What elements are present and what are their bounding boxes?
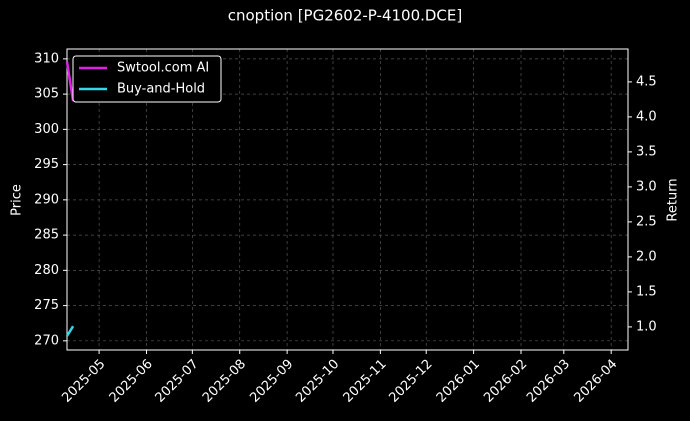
y2-tick-label: 2.5 (636, 214, 657, 229)
series-line (65, 61, 75, 102)
y-tick-label: 295 (34, 157, 59, 172)
legend-box (72, 55, 222, 103)
y-tick-label: 300 (34, 122, 59, 137)
y-tick-label: 275 (34, 298, 59, 313)
y-tick-label: 285 (34, 228, 59, 243)
y2-tick-label: 3.5 (636, 144, 657, 159)
y-tick-label: 305 (34, 87, 59, 102)
series-line (65, 325, 75, 337)
y2-tick-label: 4.0 (636, 109, 657, 124)
y2-axis-label: Return (666, 178, 681, 221)
legend-label: Buy-and-Hold (117, 82, 205, 97)
legend-label: Swtool.com AI (117, 61, 209, 76)
y-tick-label: 290 (34, 192, 59, 207)
y-axis-label: Price (10, 184, 25, 216)
y2-tick-label: 1.0 (636, 319, 657, 334)
y-tick-label: 310 (34, 51, 59, 66)
y-tick-label: 280 (34, 263, 59, 278)
chart-title: cnoption [PG2602-P-4100.DCE] (228, 7, 463, 25)
plot-frame (66, 48, 629, 351)
y2-tick-label: 4.5 (636, 74, 657, 89)
y2-tick-label: 1.5 (636, 284, 657, 299)
y2-tick-label: 3.0 (636, 179, 657, 194)
y-tick-label: 270 (34, 333, 59, 348)
y2-tick-label: 2.0 (636, 249, 657, 264)
legend: Swtool.com AI Buy-and-Hold (72, 55, 222, 103)
